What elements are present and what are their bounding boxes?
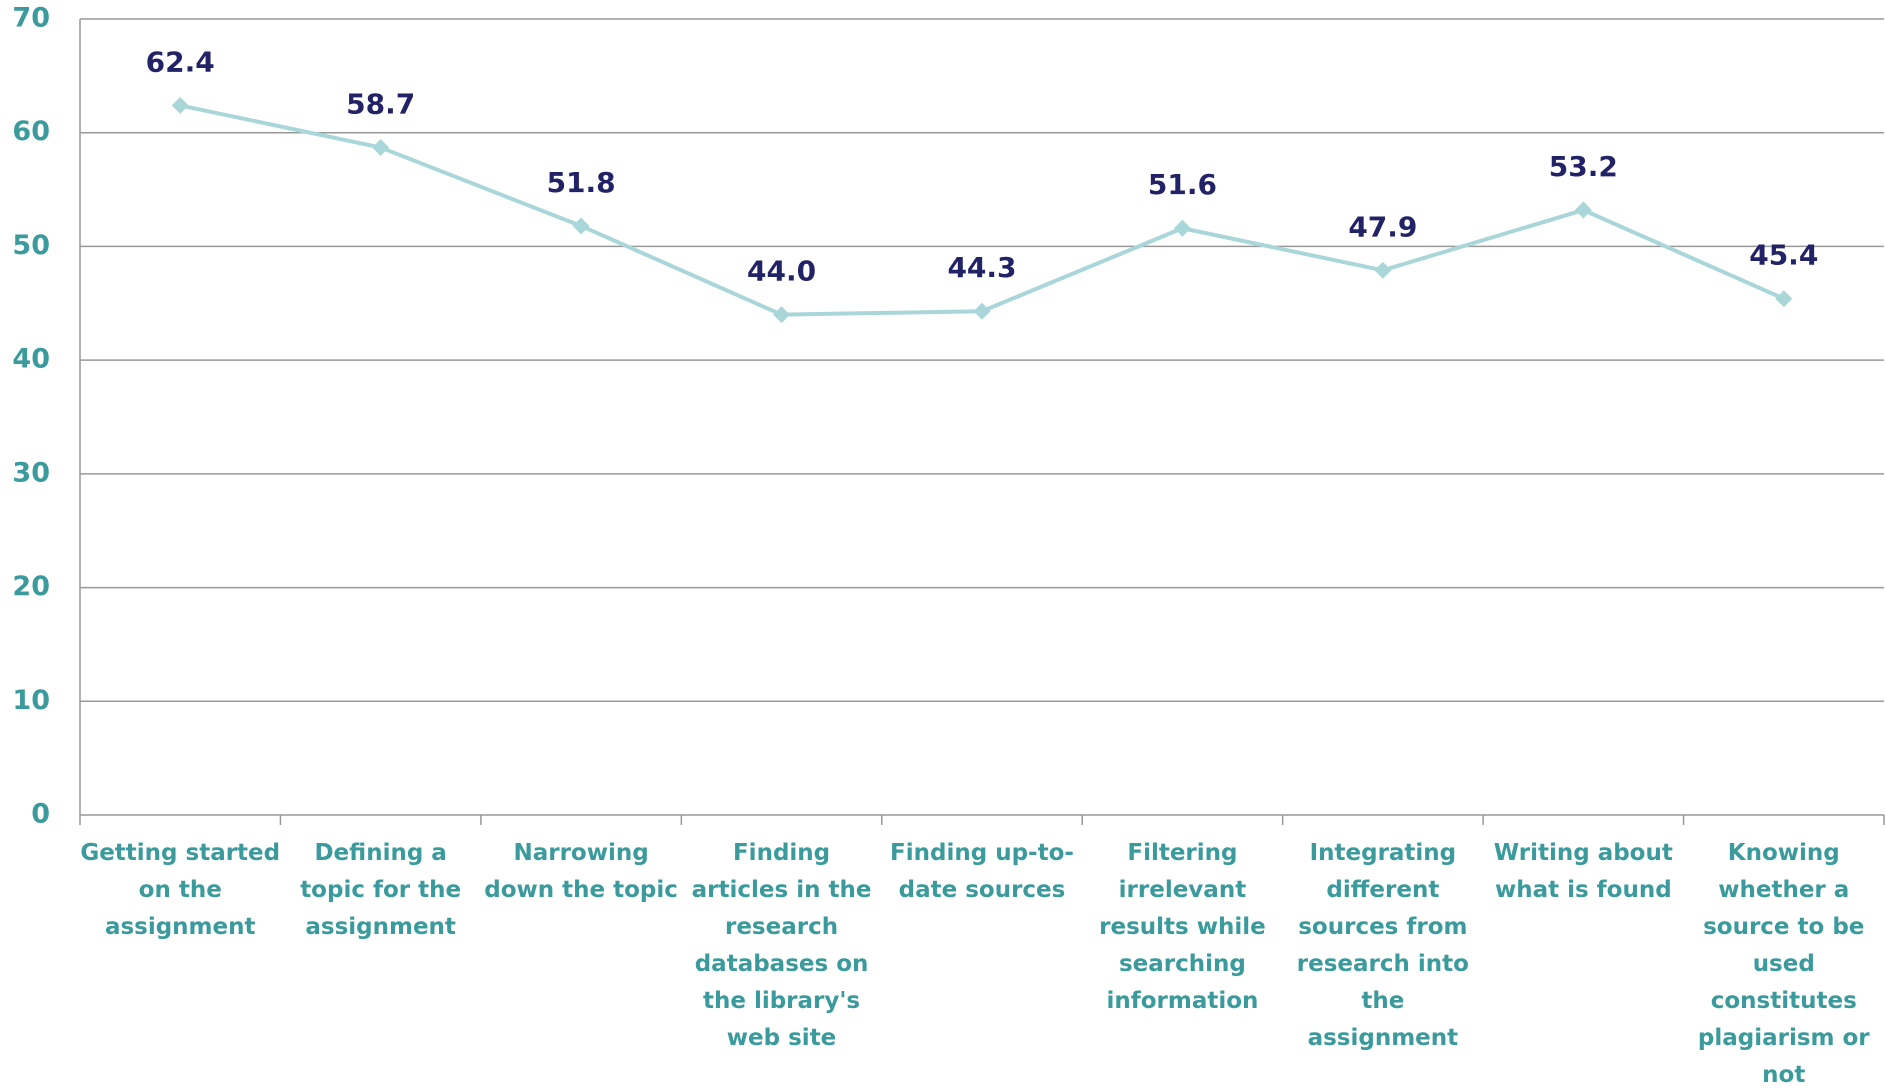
data-label: 47.9 bbox=[1348, 210, 1417, 243]
x-tick-label: Filtering irrelevant results while searc… bbox=[1099, 840, 1266, 1014]
data-label: 58.7 bbox=[346, 87, 415, 120]
x-tick-label: Knowing whether a source to be used cons… bbox=[1697, 840, 1870, 1088]
y-tick-label: 70 bbox=[12, 3, 50, 34]
data-label: 51.6 bbox=[1148, 168, 1217, 201]
x-tick-label: Narrowing down the topic bbox=[484, 840, 678, 903]
data-point bbox=[773, 306, 791, 324]
x-tick-label: Integrating different sources from resea… bbox=[1296, 840, 1469, 1051]
y-tick-label: 30 bbox=[12, 457, 50, 488]
data-point bbox=[1574, 201, 1592, 219]
y-tick-label: 60 bbox=[12, 116, 50, 147]
data-point bbox=[973, 302, 991, 320]
x-tick-label: Writing about what is found bbox=[1493, 840, 1673, 903]
data-point bbox=[171, 96, 189, 114]
y-tick-label: 50 bbox=[12, 230, 50, 261]
y-tick-label: 20 bbox=[12, 571, 50, 602]
data-label: 44.0 bbox=[747, 255, 816, 288]
data-label: 45.4 bbox=[1749, 239, 1818, 272]
y-tick-label: 40 bbox=[12, 344, 50, 375]
data-label: 44.3 bbox=[947, 251, 1016, 284]
data-point bbox=[1374, 261, 1392, 279]
x-tick-label: Getting started on the assignment bbox=[80, 840, 281, 940]
data-label: 62.4 bbox=[146, 45, 215, 78]
data-point bbox=[372, 139, 390, 156]
x-tick-label: Finding up-to-date sources bbox=[890, 840, 1074, 903]
x-tick-label: Finding articles in the research databas… bbox=[691, 840, 872, 1051]
x-tick-label: Defining a topic for the assignment bbox=[300, 840, 462, 940]
y-tick-label: 0 bbox=[31, 799, 50, 830]
y-tick-label: 10 bbox=[12, 685, 50, 716]
data-label: 51.8 bbox=[547, 166, 616, 199]
data-point bbox=[1173, 219, 1191, 237]
data-label: 53.2 bbox=[1549, 150, 1618, 183]
data-point bbox=[572, 217, 590, 235]
data-point bbox=[1775, 290, 1793, 308]
